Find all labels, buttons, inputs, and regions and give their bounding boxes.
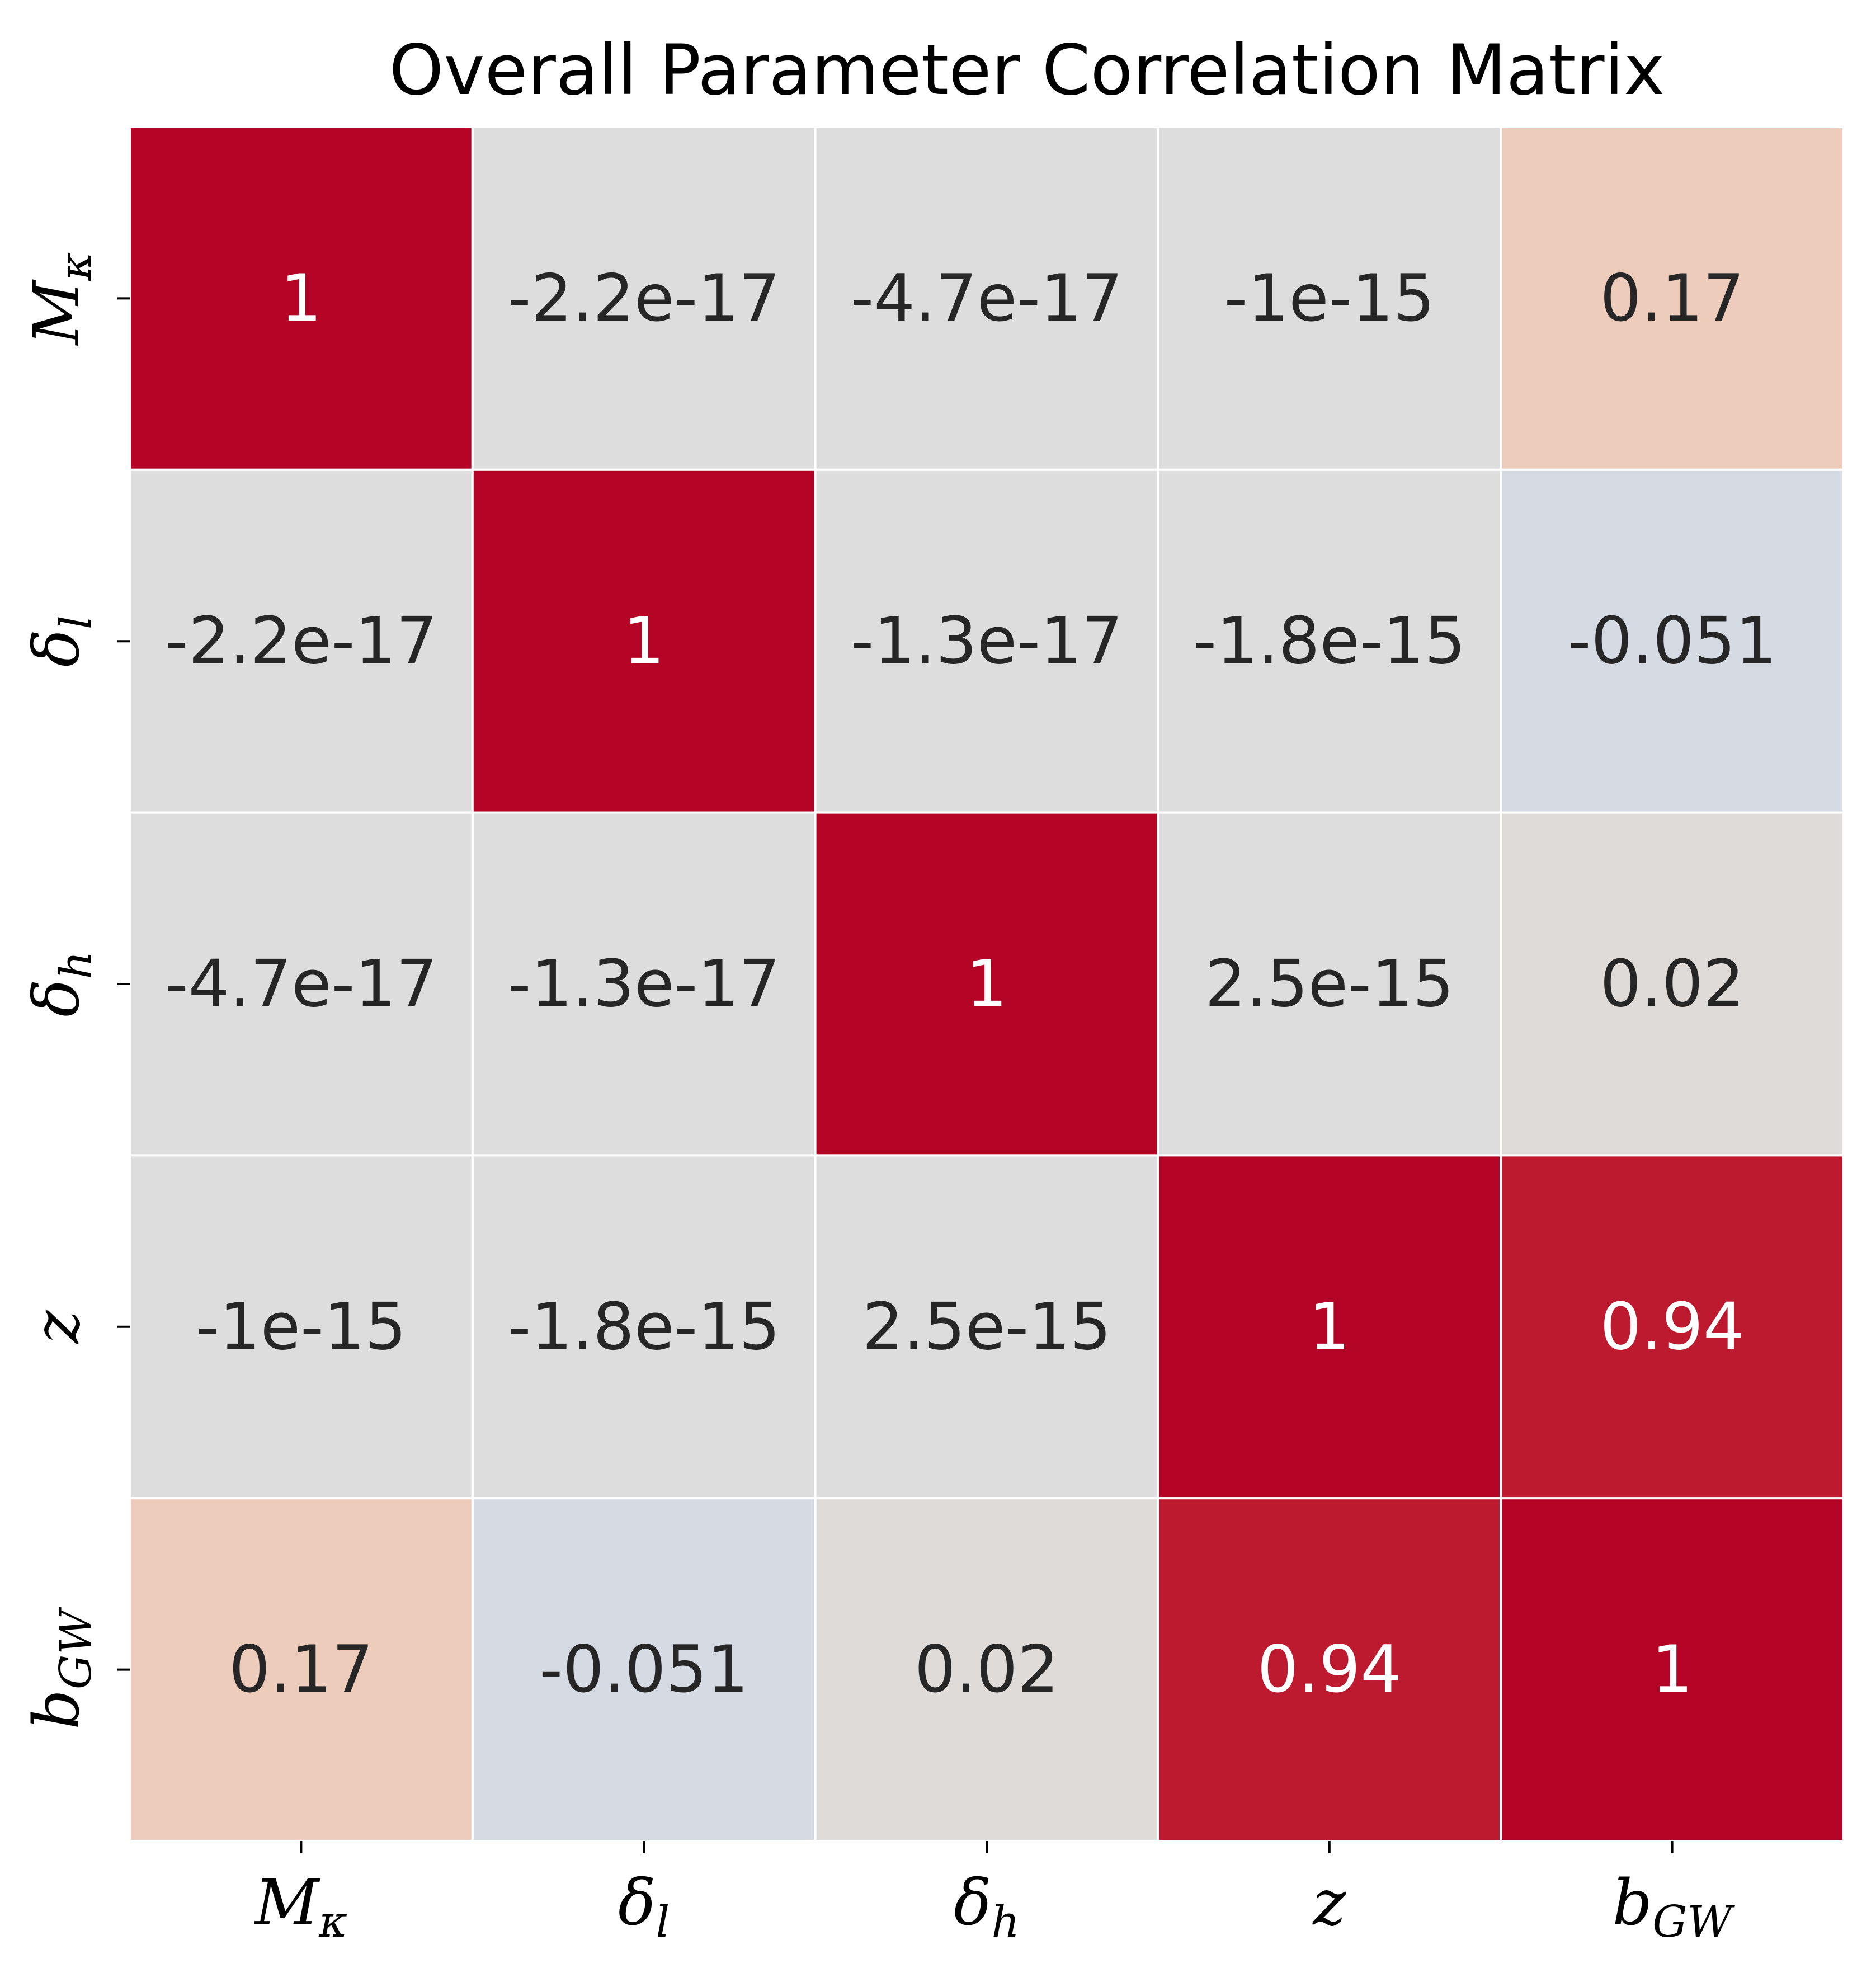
cell-value-label: -1e-15 bbox=[1224, 261, 1435, 336]
cell-value-label: 0.94 bbox=[1600, 1289, 1744, 1364]
cell-value-label: -4.7e-17 bbox=[850, 261, 1123, 336]
heatmap-cell bbox=[814, 126, 1159, 471]
y-tick-label: z bbox=[21, 1310, 93, 1344]
cell-value-label: 1 bbox=[280, 261, 322, 336]
y-axis: Mκ δl δh z bGW bbox=[21, 252, 130, 1730]
cell-value-label: 0.17 bbox=[1600, 261, 1744, 336]
cell-value-label: 0.02 bbox=[915, 1632, 1059, 1707]
cell-value-label: -1.3e-17 bbox=[508, 947, 780, 1022]
cell-value-label: 1 bbox=[966, 947, 1007, 1022]
heatmap-cells bbox=[129, 126, 1845, 1842]
cell-value-label: -0.051 bbox=[1568, 604, 1777, 679]
cell-value-label: -0.051 bbox=[539, 1632, 748, 1707]
chart-title: Overall Parameter Correlation Matrix bbox=[389, 30, 1665, 111]
heatmap-cell bbox=[1500, 126, 1845, 471]
heatmap-cell bbox=[129, 468, 474, 814]
cell-value-label: -1.3e-17 bbox=[850, 604, 1123, 679]
y-tick-label: Mκ bbox=[21, 252, 101, 346]
heatmap-cell bbox=[471, 1497, 817, 1842]
heatmap-cell bbox=[1500, 468, 1845, 814]
cell-value-label: -2.2e-17 bbox=[165, 604, 437, 679]
cell-value-label: 0.94 bbox=[1257, 1632, 1402, 1707]
heatmap-cell bbox=[1157, 1154, 1502, 1500]
cell-value-label: 0.02 bbox=[1600, 947, 1744, 1022]
y-tick-label: bGW bbox=[21, 1607, 101, 1730]
heatmap-cell bbox=[471, 126, 817, 471]
heatmap-cell bbox=[129, 1497, 474, 1842]
x-tick-label: δh bbox=[954, 1867, 1020, 1947]
x-axis: Mκ δl δh z bGW bbox=[253, 1841, 1736, 1947]
cell-value-label: 1 bbox=[1652, 1632, 1693, 1707]
heatmap-cell bbox=[471, 811, 817, 1157]
cell-value-label: -2.2e-17 bbox=[508, 261, 780, 336]
heatmap-annotations: 1 -2.2e-17 -4.7e-17 -1e-15 0.17 -2.2e-17 1 -1.3… bbox=[165, 261, 1777, 1707]
heatmap-cell bbox=[1157, 126, 1502, 471]
cell-value-label: 0.17 bbox=[229, 1632, 373, 1707]
heatmap-cell bbox=[471, 1154, 817, 1500]
cell-value-label: 2.5e-15 bbox=[1205, 947, 1454, 1022]
x-tick-label: bGW bbox=[1613, 1867, 1736, 1947]
cell-value-label: 2.5e-15 bbox=[862, 1289, 1111, 1364]
heatmap-cell bbox=[129, 126, 474, 471]
cell-value-label: 1 bbox=[623, 604, 664, 679]
heatmap-cell bbox=[1500, 1497, 1845, 1842]
cell-value-label: 1 bbox=[1309, 1289, 1350, 1364]
x-tick-label: Mκ bbox=[253, 1867, 347, 1947]
heatmap-cell bbox=[1157, 811, 1502, 1157]
heatmap-cell bbox=[814, 1154, 1159, 1500]
heatmap-cell bbox=[814, 468, 1159, 814]
cell-value-label: -1e-15 bbox=[196, 1289, 407, 1364]
heatmap-cell bbox=[471, 468, 817, 814]
y-tick-label: δh bbox=[21, 951, 101, 1017]
x-tick-label: z bbox=[1312, 1867, 1346, 1939]
cell-value-label: -1.8e-15 bbox=[1193, 604, 1465, 679]
heatmap-cell bbox=[814, 811, 1159, 1157]
y-tick-label: δl bbox=[21, 615, 101, 667]
x-tick-label: δl bbox=[618, 1867, 670, 1947]
heatmap-cell bbox=[1500, 811, 1845, 1157]
cell-value-label: -4.7e-17 bbox=[165, 947, 437, 1022]
cell-value-label: -1.8e-15 bbox=[508, 1289, 780, 1364]
heatmap-cell bbox=[1500, 1154, 1845, 1500]
heatmap-cell bbox=[814, 1497, 1159, 1842]
